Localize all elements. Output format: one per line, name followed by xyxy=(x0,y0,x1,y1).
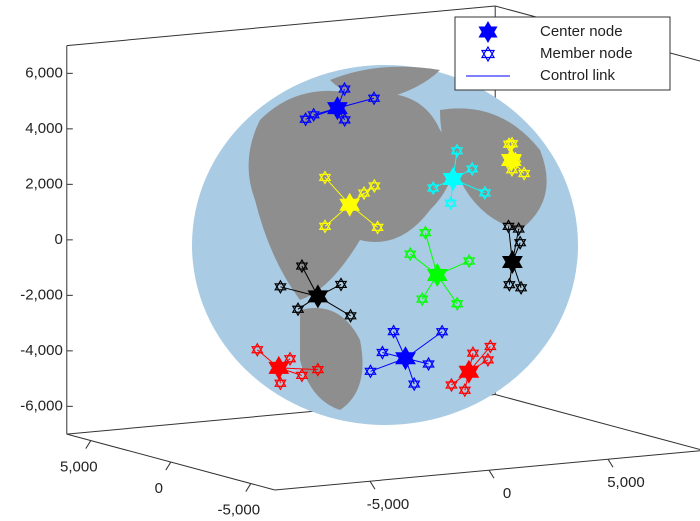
member-node xyxy=(364,364,377,379)
member-node xyxy=(513,235,527,250)
member-node xyxy=(295,368,309,383)
globe xyxy=(192,65,578,425)
member-node xyxy=(465,161,479,177)
x-tick xyxy=(369,480,376,490)
z-tick-label: 0 xyxy=(54,231,62,248)
member-node xyxy=(514,280,528,295)
member-node xyxy=(512,221,525,237)
member-node xyxy=(338,81,351,97)
member-node xyxy=(376,345,389,360)
member-node xyxy=(450,143,464,159)
globe-land xyxy=(300,308,363,410)
member-node xyxy=(367,91,381,106)
member-node xyxy=(427,180,440,196)
member-node xyxy=(371,220,384,235)
member-node xyxy=(466,345,480,361)
center-node xyxy=(500,148,522,173)
legend-label: Member node xyxy=(540,45,633,62)
center-nodes xyxy=(268,96,523,384)
globe-land xyxy=(330,66,440,100)
y-tick xyxy=(245,483,252,492)
member-node xyxy=(283,351,297,366)
center-node xyxy=(395,346,416,371)
center-node xyxy=(442,167,464,192)
member-node xyxy=(307,107,320,123)
z-tick-label: 6,000 xyxy=(25,64,63,81)
z-tick-label: -4,000 xyxy=(20,342,63,359)
member-node xyxy=(334,277,348,292)
member-nodes xyxy=(251,81,531,398)
member-node xyxy=(502,219,515,234)
legend-label: Control link xyxy=(540,67,616,84)
globe-land xyxy=(440,108,547,230)
member-node xyxy=(407,376,421,392)
legend-symbol xyxy=(478,20,498,44)
plot-marks xyxy=(251,81,531,398)
center-node xyxy=(426,262,448,287)
member-node xyxy=(435,324,449,339)
member-node xyxy=(291,302,305,317)
member-node xyxy=(478,185,492,201)
x-tick-label: 5,000 xyxy=(607,474,645,491)
center-node xyxy=(339,192,361,217)
z-tick-label: -2,000 xyxy=(20,286,63,303)
member-node xyxy=(484,339,497,354)
y-tick-label: 0 xyxy=(155,480,163,497)
member-node xyxy=(295,258,309,274)
member-node xyxy=(318,170,332,185)
z-tick-label: -6,000 xyxy=(20,397,63,414)
member-node xyxy=(505,136,519,151)
y-tick-label: 5,000 xyxy=(60,459,98,476)
y-tick xyxy=(85,440,92,449)
center-node xyxy=(268,355,290,380)
member-node xyxy=(311,362,325,377)
y-tick xyxy=(165,461,172,471)
x-tick xyxy=(607,458,614,468)
center-node xyxy=(307,284,329,309)
member-node xyxy=(368,178,381,194)
center-node xyxy=(327,96,348,121)
ticks: -6,000 -4,000 -2,000 0 2,000 4,000 6,000 -5,000… xyxy=(20,64,645,518)
member-node xyxy=(387,324,400,339)
member-node xyxy=(462,253,476,269)
z-tick-label: 4,000 xyxy=(25,120,63,137)
member-node xyxy=(419,225,432,240)
center-node xyxy=(502,249,523,275)
legend-label: Center node xyxy=(540,23,623,40)
member-node xyxy=(450,296,464,311)
z-tick-label: 2,000 xyxy=(25,175,63,192)
box-edge xyxy=(66,5,496,47)
member-node xyxy=(251,342,264,357)
member-node xyxy=(338,112,351,128)
member-node xyxy=(481,352,495,368)
x-tick xyxy=(488,469,495,479)
legend: Center node Member node Control link xyxy=(454,16,671,91)
legend-symbol xyxy=(480,45,496,63)
box-edge xyxy=(495,394,700,451)
member-node xyxy=(517,166,531,181)
member-node xyxy=(503,277,516,292)
member-node xyxy=(444,195,457,211)
y-tick-label: -5,000 xyxy=(218,502,261,519)
member-node xyxy=(404,246,417,262)
member-node xyxy=(344,308,357,324)
member-node xyxy=(318,219,332,234)
x-tick-label: -5,000 xyxy=(367,496,410,513)
member-node xyxy=(416,291,429,307)
center-node xyxy=(458,359,480,384)
member-node xyxy=(274,279,287,295)
member-node xyxy=(458,383,472,398)
member-node xyxy=(274,376,287,391)
member-node xyxy=(445,377,458,393)
member-node xyxy=(357,185,371,201)
x-tick-label: 0 xyxy=(503,485,511,502)
member-node xyxy=(422,356,435,372)
